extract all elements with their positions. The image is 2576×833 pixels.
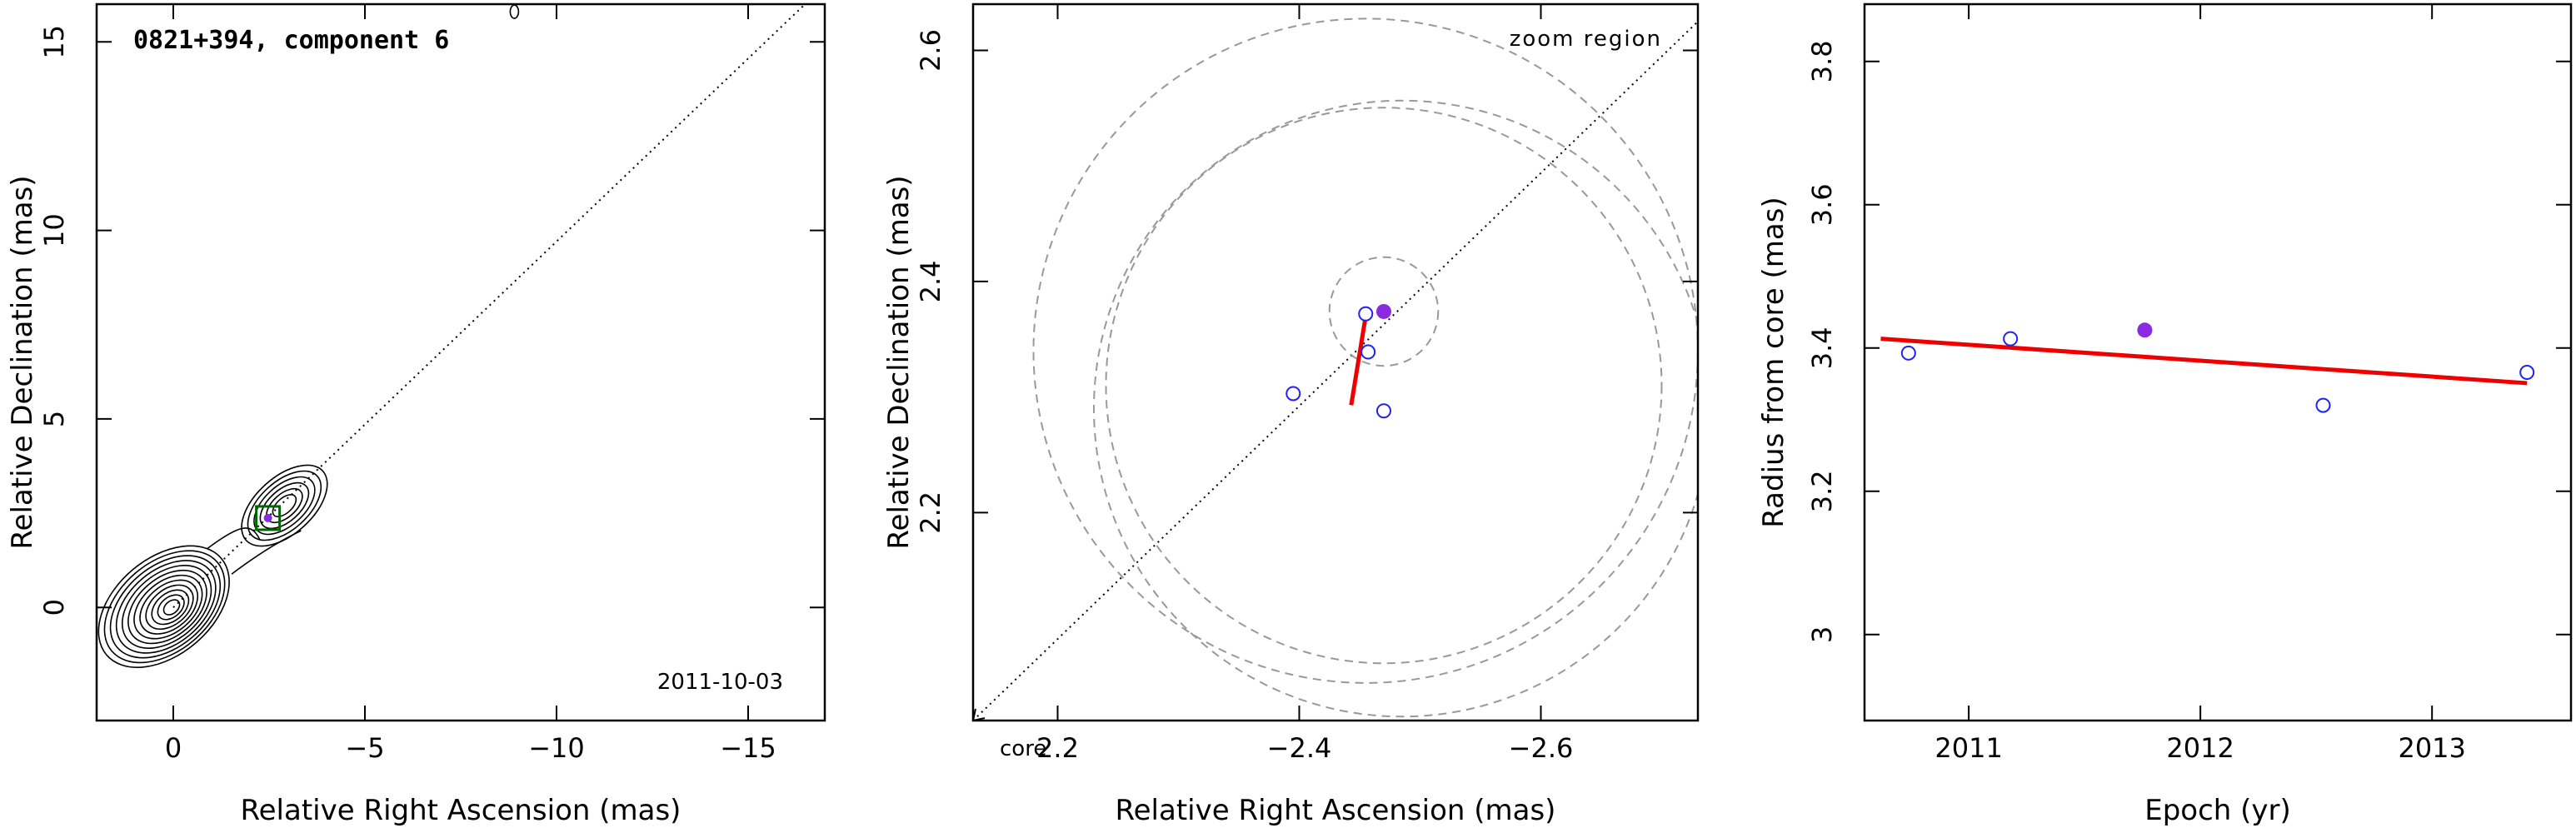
dashed-circle	[1093, 99, 1698, 718]
core-label: core	[1000, 736, 1046, 761]
panel2-x-axis-label: Relative Right Ascension (mas)	[1116, 794, 1556, 827]
y-tick-label: 2.4	[915, 260, 946, 302]
y-tick-label: 2.6	[915, 29, 946, 72]
y-tick-label: 10	[38, 213, 70, 247]
x-tick-label: −2.4	[1267, 732, 1332, 764]
panel3-frame	[1863, 2, 2573, 722]
y-tick-label: 3	[1806, 626, 1838, 643]
core-contour	[139, 579, 199, 635]
component-box	[255, 505, 282, 531]
current-point	[1376, 303, 1391, 319]
x-tick-label: 2.2	[1036, 732, 1079, 764]
core-contour	[162, 599, 181, 616]
dashed-circle	[1328, 256, 1440, 367]
core-contour	[133, 574, 203, 640]
radius-vs-epoch-panel: 2011 2012 2013 3 3.2 3.4 3.6 3.8 Epoch (yr) Rad…	[1757, 2, 2573, 827]
y-tick-label: 5	[38, 411, 70, 427]
x-tick-label: −10	[528, 732, 585, 764]
core-contour	[121, 565, 212, 649]
direction-line	[172, 4, 806, 608]
fit-line	[1349, 316, 1368, 406]
panel1-title: 0821+394, component 6	[133, 26, 449, 55]
x-tick-label: −2.6	[1509, 732, 1574, 764]
panel3-y-axis-label: Radius from core (mas)	[1757, 197, 1790, 527]
panel1-frame	[95, 2, 826, 722]
open-point	[2003, 331, 2019, 347]
panel1-y-axis-label: Relative Declination (mas)	[6, 175, 39, 549]
panel3-x-axis-label: Epoch (yr)	[2144, 794, 2291, 827]
jet-contour	[259, 481, 310, 530]
x-tick-label: −5	[345, 732, 384, 764]
core-contour	[127, 569, 207, 645]
dashed-circle	[1105, 107, 1663, 665]
dashed-circle	[1032, 17, 1698, 684]
x-tick-label: 2012	[2166, 732, 2234, 764]
core-contour	[157, 594, 185, 621]
current-point	[2137, 322, 2153, 338]
x-tick-label: −15	[720, 732, 776, 764]
open-point	[2519, 365, 2535, 381]
open-point	[1286, 386, 1301, 402]
contour-set	[97, 4, 520, 668]
core-contour	[97, 545, 230, 668]
open-point	[1360, 344, 1376, 360]
y-tick-label: 2.2	[915, 491, 946, 534]
y-tick-label: 0	[38, 599, 70, 616]
bridge-contour	[231, 530, 302, 575]
core-contour	[115, 560, 217, 654]
y-tick-label: 3.6	[1806, 183, 1838, 226]
y-tick-label: 3.8	[1806, 40, 1838, 82]
core-contour	[103, 550, 226, 664]
jet-contour	[272, 494, 297, 517]
open-point	[1900, 345, 1916, 361]
panel2-y-axis-label: Relative Declination (mas)	[882, 175, 916, 549]
component-marker	[263, 513, 272, 522]
contour-map-panel: 0 −5 −10 −15 0 5 10 15 0821+394, component 6 20…	[6, 2, 826, 827]
y-tick-label: 15	[38, 25, 70, 59]
bridge-contour	[206, 527, 261, 550]
core-contour	[109, 555, 222, 659]
jet-contour	[247, 470, 322, 541]
panel2-frame	[971, 2, 1700, 722]
direction-line	[973, 21, 1698, 721]
y-tick-label: 3.2	[1806, 470, 1838, 512]
core-contour	[145, 584, 194, 631]
panel1-date-label: 2011-10-03	[657, 670, 783, 695]
small-contour	[509, 4, 520, 19]
open-point	[2315, 397, 2331, 413]
x-tick-label: 0	[165, 732, 182, 764]
zoom-region-label: zoom region	[1510, 27, 1662, 52]
core-arrow	[973, 708, 986, 721]
open-point	[1358, 306, 1374, 322]
core-contour	[151, 589, 190, 626]
y-tick-label: 3.4	[1806, 327, 1838, 369]
x-tick-label: 2013	[2398, 732, 2465, 764]
jet-contour	[241, 464, 328, 547]
panel1-x-axis-label: Relative Right Ascension (mas)	[241, 794, 681, 827]
open-point	[1376, 403, 1391, 419]
fit-line	[1880, 337, 2528, 386]
x-tick-label: 2011	[1934, 732, 2002, 764]
zoom-region-panel: 2.2 −2.4 −2.6 2.2 2.4 2.6 zoom region core Re…	[882, 2, 1700, 827]
